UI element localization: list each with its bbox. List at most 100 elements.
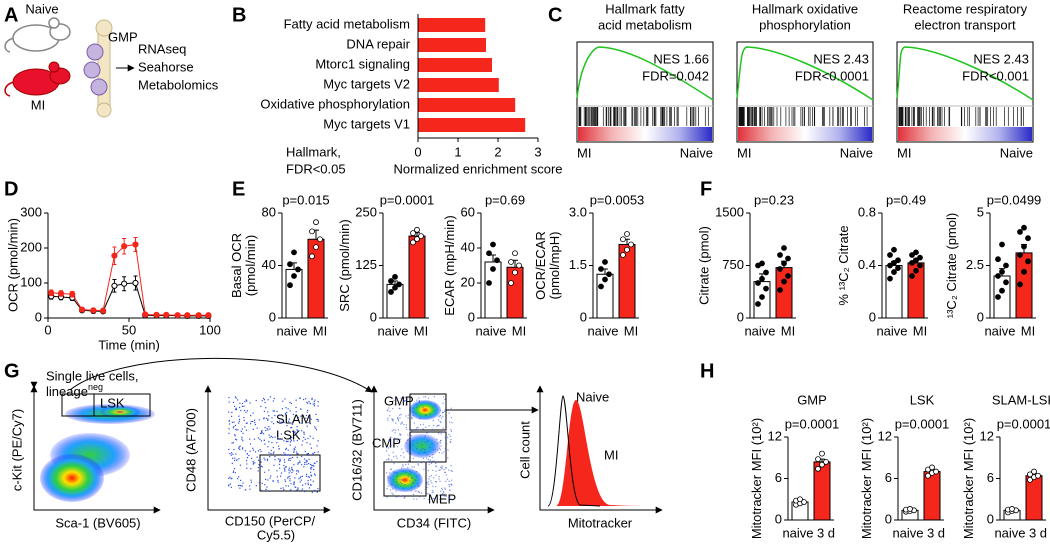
x-tick-label: 3 d: [817, 525, 835, 540]
event-dot: [289, 454, 291, 456]
event-dot: [399, 433, 401, 435]
event-dot: [239, 448, 241, 450]
event-dot: [296, 451, 298, 453]
line: [51, 243, 209, 316]
event-dot: [417, 463, 419, 465]
event-dot: [274, 456, 276, 458]
event-dot: [259, 449, 261, 451]
y-tick-label: 100: [20, 274, 42, 289]
event-dot: [437, 449, 439, 451]
event-dot: [272, 436, 274, 439]
event-dot: [406, 442, 408, 444]
event-dot: [237, 485, 240, 487]
event-dot: [435, 462, 437, 464]
event-dot: [229, 476, 231, 478]
panel-letter: F: [700, 178, 712, 200]
fdr: FDR<0.0001: [795, 68, 869, 83]
event-dot: [412, 457, 414, 459]
bar: [418, 38, 486, 52]
point: [291, 249, 297, 256]
event-dot: [232, 453, 234, 455]
event-dot: [451, 484, 453, 486]
bar: [923, 471, 941, 521]
event-dot: [257, 450, 260, 452]
event-dot: [428, 483, 430, 486]
event-dot: [301, 488, 304, 490]
event-dot: [287, 477, 289, 479]
y-tick-label: 250: [355, 204, 377, 219]
event-dot: [258, 419, 260, 421]
event-dot: [231, 421, 233, 423]
bar: [418, 18, 486, 32]
event-dot: [293, 448, 295, 450]
y-tick-label: 0: [580, 309, 587, 324]
event-dot: [440, 409, 442, 411]
x-tick-label: naive: [475, 323, 506, 338]
event-dot: [431, 443, 433, 445]
event-dot: [258, 459, 260, 461]
event-dot: [309, 435, 311, 437]
event-dot: [419, 496, 421, 498]
x-tick-label: naive: [587, 323, 618, 338]
y-tick-label: 1.5: [569, 257, 587, 272]
event-dot: [269, 490, 271, 492]
event-dot: [245, 399, 247, 401]
event-dot: [392, 479, 394, 481]
note: FDR<0.05: [286, 161, 346, 176]
point: [598, 266, 604, 272]
event-dot: [415, 476, 417, 478]
event-dot: [407, 439, 409, 441]
y-axis-label: Mitotracker MFI (10²): [749, 418, 764, 539]
point: [1003, 262, 1009, 269]
event-dot: [393, 471, 396, 473]
event-dot: [425, 461, 427, 463]
event-dot: [235, 397, 237, 399]
enrichment-curve: [576, 46, 714, 101]
event-dot: [238, 476, 240, 478]
point: [287, 282, 293, 289]
event-dot: [390, 489, 392, 491]
event-dot: [254, 422, 256, 424]
event-dot: [296, 434, 298, 436]
point: [785, 273, 791, 279]
output-label: Seahorse: [138, 59, 194, 74]
event-dot: [230, 454, 232, 456]
x-tick-label: 100: [199, 322, 221, 337]
event-dot: [234, 459, 236, 461]
event-dot: [440, 466, 442, 468]
event-dot: [261, 482, 263, 484]
event-dot: [445, 451, 447, 454]
event-dot: [388, 439, 390, 441]
event-dot: [281, 408, 283, 410]
point: [205, 312, 212, 319]
event-dot: [400, 433, 402, 435]
event-dot: [387, 477, 389, 479]
event-dot: [438, 452, 440, 454]
event-dot: [408, 438, 410, 440]
event-dot: [413, 422, 415, 424]
event-dot: [307, 437, 309, 440]
event-dot: [412, 411, 414, 413]
event-dot: [265, 488, 267, 490]
event-dot: [280, 487, 282, 489]
event-dot: [405, 404, 407, 406]
x-tick-label: MI: [313, 323, 327, 338]
point: [907, 506, 913, 512]
event-dot: [446, 443, 448, 445]
x-tick-label: MI: [913, 323, 927, 338]
event-dot: [240, 409, 242, 412]
gate-note: Single live cells,: [46, 368, 139, 383]
event-dot: [409, 470, 411, 473]
event-dot: [396, 472, 398, 474]
event-dot: [441, 489, 443, 491]
y-tick-label: 0: [370, 309, 377, 324]
event-dot: [241, 428, 243, 430]
event-dot: [228, 401, 230, 403]
point: [999, 268, 1005, 275]
event-dot: [396, 398, 398, 400]
event-dot: [310, 467, 312, 469]
event-dot: [231, 462, 233, 464]
event-dot: [317, 420, 319, 422]
event-dot: [432, 424, 435, 427]
event-dot: [291, 472, 293, 474]
